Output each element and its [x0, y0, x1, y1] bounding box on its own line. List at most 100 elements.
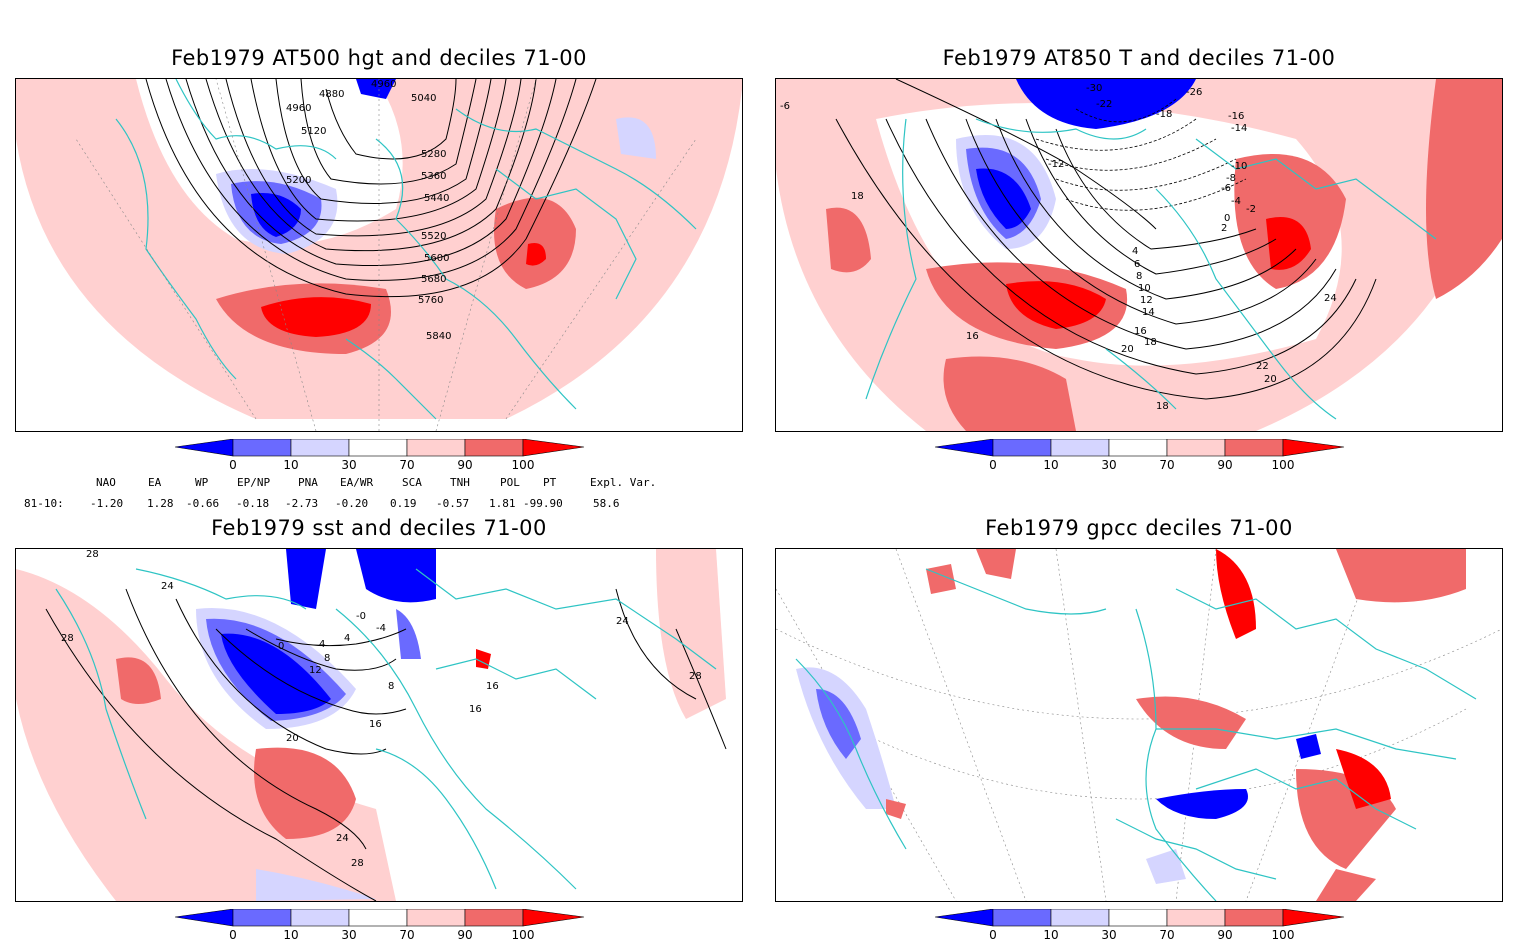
- coastlines: [115, 79, 697, 420]
- contour-label: -14: [1231, 123, 1247, 134]
- colorbar-bin: [232, 438, 292, 457]
- colorbar-bin: [290, 438, 350, 457]
- blue-anomaly-scandinavia: [356, 549, 436, 603]
- contour-label: -26: [1186, 87, 1202, 98]
- blue-anomaly-pole: [1016, 79, 1196, 129]
- contour-label: 24: [1324, 293, 1337, 304]
- map-panel-hgt500: 4880 4960 4960 5040 5120 5200 5280 5360 …: [15, 78, 743, 432]
- contour-label: 5840: [426, 331, 451, 342]
- contour-label: 2: [1221, 223, 1227, 234]
- index-value: -0.18: [236, 497, 270, 510]
- index-name: TNH: [450, 476, 470, 489]
- red-anomaly-west: [826, 207, 871, 273]
- contour-label: 5680: [421, 274, 446, 285]
- colorbar-tick: 100: [511, 458, 535, 472]
- index-name: PNA: [298, 476, 318, 489]
- contour-label: 20: [1264, 374, 1277, 385]
- blue-anomaly-strong: [251, 193, 301, 237]
- index-value: -1.20: [90, 497, 124, 510]
- blue-anomaly-west-mid: [816, 689, 861, 759]
- contour-label: -12: [1048, 159, 1064, 170]
- contour-label: 20: [286, 733, 299, 744]
- blue-anomaly-strong: [221, 633, 331, 714]
- red-anomaly-atlantic-core: [261, 297, 371, 337]
- red-anomaly-north-east: [1336, 549, 1466, 603]
- colorbar-tick: 30: [341, 458, 357, 472]
- colorbar-bin: [406, 908, 466, 927]
- colorbar-bin: [348, 908, 408, 927]
- contour-label: -0: [356, 611, 366, 622]
- contour-label: 6: [1134, 259, 1140, 270]
- contour-label: 28: [86, 549, 99, 560]
- red-anomaly-europe-core: [526, 243, 546, 266]
- red-anomaly-east-africa: [1336, 749, 1391, 809]
- colorbar-tick: 70: [1159, 928, 1175, 942]
- colorbar-bottom-left: 0 10 30 70 90 100: [174, 908, 585, 945]
- contour-labels: 28 28 24 20 16 12 8 4 0 -0 -4 4 8 16 16 …: [61, 549, 702, 869]
- contour-label: 8: [324, 653, 330, 664]
- contour-label: 4880: [319, 89, 344, 100]
- contour-label: -30: [1086, 83, 1102, 94]
- blue-anomaly-north: [286, 549, 326, 609]
- red-anomaly-south-east: [1316, 869, 1376, 901]
- contour-label: 16: [369, 719, 382, 730]
- red-anomaly-atlantic-core: [1006, 281, 1106, 329]
- contour-label: 18: [1156, 401, 1169, 412]
- colorbar-bin: [1050, 438, 1110, 457]
- contour-label: 4960: [286, 103, 311, 114]
- contour-label: -10: [1231, 161, 1247, 172]
- red-anomaly-north-africa: [1136, 696, 1246, 749]
- index-name: WP: [195, 476, 209, 489]
- contour-label: 24: [161, 581, 174, 592]
- contour-label: 28: [351, 858, 364, 869]
- colorbar-arrow-high: [1282, 908, 1345, 927]
- index-value: -0.66: [186, 497, 220, 510]
- index-name: PT: [543, 476, 557, 489]
- index-value: -0.57: [436, 497, 470, 510]
- index-name: NAO: [96, 476, 116, 489]
- colorbar-bin: [1108, 438, 1168, 457]
- index-name: POL: [500, 476, 520, 489]
- red-anomaly-west: [886, 799, 906, 819]
- map-panel-t850: -30 -26 -22 -18 -16 -14 -12 -10 -8 -6 -4…: [775, 78, 1503, 432]
- index-name: Expl. Var.: [590, 476, 657, 489]
- colorbar-tick: 100: [1271, 928, 1295, 942]
- index-value: 0.19: [390, 497, 417, 510]
- red-anomaly-south: [943, 356, 1076, 431]
- indices-header: NAO EA WP EP/NP PNA EA/WR SCA TNH POL PT…: [0, 476, 760, 490]
- colorbar-tick: 100: [511, 928, 535, 942]
- colorbar-arrow-low: [934, 908, 994, 927]
- contour-labels: 4880 4960 4960 5040 5120 5200 5280 5360 …: [286, 79, 451, 342]
- colorbar-arrow-high: [522, 908, 585, 927]
- colorbar-arrow-low: [174, 438, 234, 457]
- contour-label: 18: [851, 191, 864, 202]
- contour-label: 5280: [421, 149, 446, 160]
- colorbar-bin: [464, 908, 524, 927]
- coastlines: [55, 568, 717, 890]
- coastlines: [865, 118, 1437, 420]
- index-value: 1.81: [489, 497, 516, 510]
- index-name: EP/NP: [237, 476, 271, 489]
- colorbar-tick: 30: [341, 928, 357, 942]
- contour-label: 20: [1121, 344, 1134, 355]
- colorbar-tick: 70: [399, 458, 415, 472]
- contour-label: -6: [780, 101, 790, 112]
- index-value: -2.73: [285, 497, 319, 510]
- colorbar-bin: [348, 438, 408, 457]
- contour-label: 4: [344, 633, 350, 644]
- contour-label: 24: [616, 616, 629, 627]
- contour-label: 12: [309, 665, 322, 676]
- blue-anomaly-east: [1296, 734, 1321, 759]
- contour-label: 4960: [371, 79, 396, 90]
- contour-label: 5040: [411, 93, 436, 104]
- blue-anomaly-south: [256, 869, 376, 901]
- blue-anomaly-siberia: [616, 117, 656, 159]
- panel-title-hgt500: Feb1979 AT500 hgt and deciles 71-00: [171, 46, 587, 70]
- index-value: -99.90: [523, 497, 563, 510]
- contour-label: -8: [1226, 173, 1236, 184]
- colorbar-bin: [1108, 908, 1168, 927]
- colorbar-top-right: 0 10 30 70 90 100: [934, 438, 1345, 475]
- colorbar-bin: [406, 438, 466, 457]
- colorbar-bottom-right: 0 10 30 70 90 100: [934, 908, 1345, 945]
- colorbar-tick: 90: [1217, 928, 1233, 942]
